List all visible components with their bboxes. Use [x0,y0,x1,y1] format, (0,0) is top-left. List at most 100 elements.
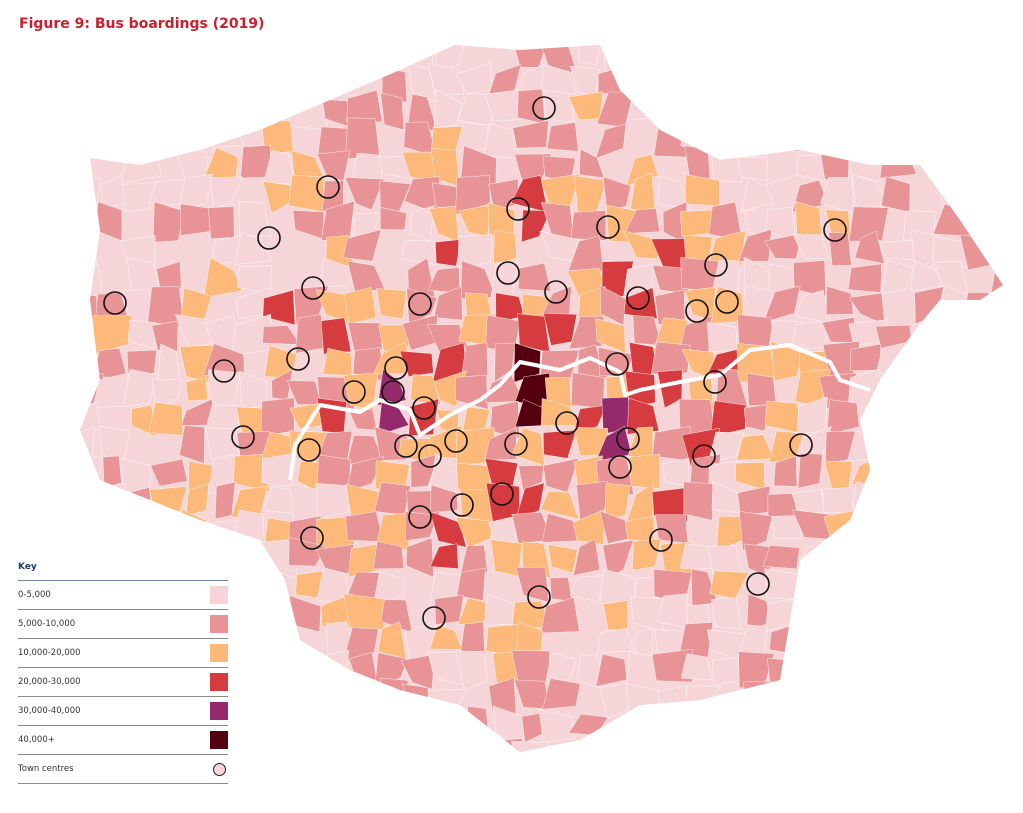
town-centre-marker [527,585,551,609]
ward-area [882,628,909,659]
ward-area [457,234,493,269]
ward-area [962,565,991,607]
town-centre-marker [596,215,620,239]
ward-area [399,350,434,377]
ward-area [237,712,271,743]
ward-area [902,482,939,523]
ward-area [410,374,441,405]
ward-area [768,123,805,156]
ward-area [403,714,439,740]
ward-area [321,257,357,288]
ward-area [941,117,966,159]
key-swatch [210,586,228,604]
ward-area [434,594,464,625]
ward-area [739,510,773,551]
ward-area [792,45,824,76]
town-centre-marker [450,493,474,517]
ward-area [322,348,353,376]
ward-area [465,705,490,746]
ward-area [886,70,912,100]
ward-area [624,208,660,234]
key-label: Town centres [18,764,74,774]
ward-area [92,62,132,93]
ward-area [712,117,744,151]
ward-area [377,369,407,406]
ward-area [123,72,151,101]
ward-area [939,176,965,213]
ward-area [343,372,379,411]
ward-area [180,203,216,236]
ward-area [626,651,660,691]
town-centre-marker [715,290,739,314]
ward-area [763,735,795,752]
ward-area [854,230,885,265]
town-centre-marker [301,276,325,300]
ward-area [988,320,1003,349]
key-label: 20,000-30,000 [18,677,81,687]
ward-area [234,620,267,658]
ward-area [819,94,859,124]
ward-area [321,706,346,738]
ward-area [122,508,160,550]
ward-area [80,178,102,214]
ward-area [262,624,298,658]
ward-area [822,655,855,689]
ward-area [410,736,436,752]
ward-area [938,90,967,129]
ward-area [544,377,572,410]
ward-area [344,45,378,69]
ward-area [378,156,412,179]
key-label: 0-5,000 [18,590,51,600]
key-item: 10,000-20,000 [18,639,228,668]
key-item: 0-5,000 [18,581,228,610]
town-centre-marker [381,380,405,404]
ward-area [435,734,466,752]
ward-area [795,593,833,631]
town-centres [103,96,847,630]
ward-area [541,64,577,98]
ward-area [242,569,267,602]
ward-area [989,621,1003,658]
ward-area [130,45,152,65]
ward-area [238,200,272,237]
ward-area [514,679,552,710]
town-centre-marker [746,572,770,596]
map-key: Key 0-5,000 5,000-10,000 10,000-20,000 20,0… [18,562,228,784]
ward-area [627,90,663,120]
ward-area [914,378,943,403]
ward-area [518,465,544,491]
ward-area [794,735,833,752]
town-centre-marker [555,411,579,435]
ward-area [960,741,1000,752]
ward-area [233,509,265,551]
key-swatch [210,644,228,662]
ward-area [962,705,998,739]
ward-area [791,320,833,352]
ward-area [961,125,1002,159]
ward-area [903,602,936,635]
ward-area [802,686,832,718]
ward-area [626,70,662,103]
town-centre-marker [212,359,236,383]
ward-area [906,401,945,440]
ward-area [738,229,772,262]
ward-area [906,93,945,122]
town-centre-marker [703,370,727,394]
key-swatch [210,615,228,633]
ward-area [936,483,969,521]
ward-area [881,259,915,295]
ward-area [651,69,689,102]
ward-area [847,66,883,103]
ward-area [402,240,438,265]
ward-area [405,537,434,578]
key-swatch [210,673,228,691]
town-centre-marker [412,396,436,420]
ward-area [462,732,493,752]
ward-area [456,567,486,601]
ward-area [433,286,463,321]
town-centre-marker [616,427,640,451]
town-centre-symbol [210,760,228,778]
town-centre-marker [649,528,673,552]
ward-area [961,509,993,551]
ward-area [352,152,383,181]
